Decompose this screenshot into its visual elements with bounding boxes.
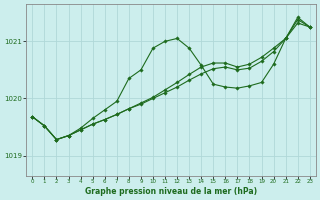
X-axis label: Graphe pression niveau de la mer (hPa): Graphe pression niveau de la mer (hPa) [85, 187, 257, 196]
